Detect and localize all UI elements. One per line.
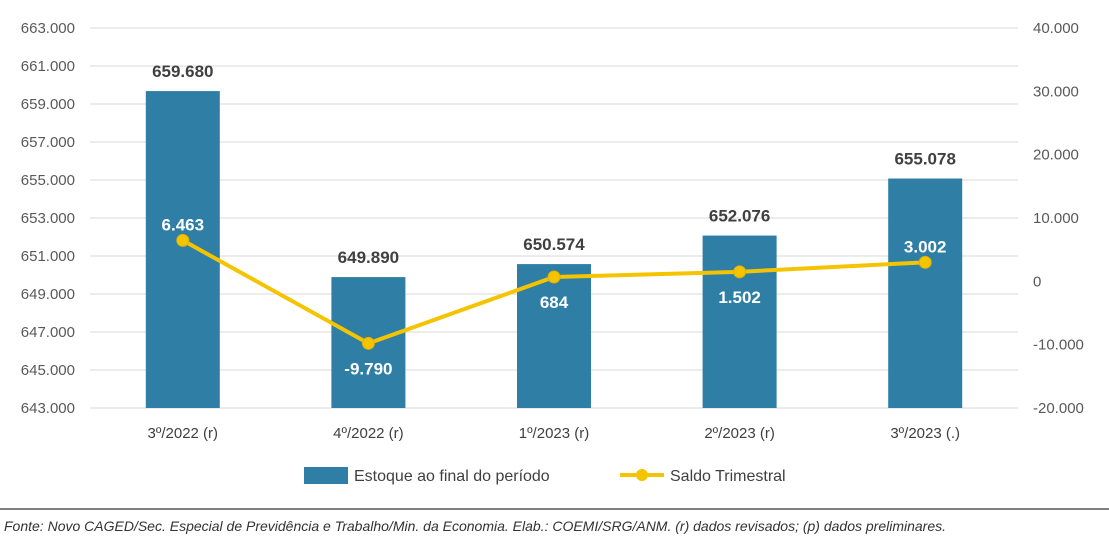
bar-data-label: 652.076: [709, 207, 770, 226]
right-tick-label: 30.000: [1033, 83, 1079, 100]
category-label: 4º/2022 (r): [333, 425, 404, 442]
source-note: Fonte: Novo CAGED/Sec. Especial de Previ…: [4, 518, 947, 534]
left-tick-label: 655.000: [21, 172, 75, 189]
bar: [702, 235, 777, 408]
right-tick-label: -20.000: [1033, 400, 1084, 417]
line-data-label: -9.790: [344, 359, 392, 378]
line-data-label: 1.502: [718, 288, 761, 307]
line-series: [176, 233, 932, 350]
right-tick-label: 40.000: [1033, 20, 1079, 37]
left-tick-label: 651.000: [21, 248, 75, 265]
category-label: 3º/2023 (.): [890, 425, 960, 442]
left-tick-label: 643.000: [21, 400, 75, 417]
right-tick-label: -10.000: [1033, 337, 1084, 354]
gridlines: [90, 27, 1018, 409]
category-label: 3º/2022 (r): [148, 425, 219, 442]
legend-swatch-marker: [636, 469, 648, 481]
source-divider: [0, 508, 1109, 510]
bar: [145, 91, 220, 408]
right-tick-label: 10.000: [1033, 210, 1079, 227]
left-tick-label: 647.000: [21, 324, 75, 341]
legend-swatch-bar: [304, 467, 348, 484]
bar: [517, 264, 591, 408]
left-tick-label: 649.000: [21, 286, 75, 303]
category-label: 1º/2023 (r): [519, 425, 590, 442]
right-tick-label: 20.000: [1033, 147, 1079, 164]
left-tick-label: 663.000: [21, 20, 75, 37]
left-tick-label: 657.000: [21, 134, 75, 151]
right-tick-label: 0: [1033, 273, 1041, 290]
bar-data-label: 649.890: [338, 248, 399, 267]
line-point: [176, 233, 190, 247]
left-tick-label: 645.000: [21, 362, 75, 379]
bar-data-label: 650.574: [523, 235, 585, 254]
left-tick-label: 653.000: [21, 210, 75, 227]
category-label: 2º/2023 (r): [704, 425, 775, 442]
line-data-label: 6.463: [162, 215, 205, 234]
bar-data-label: 655.078: [894, 150, 955, 169]
left-tick-label: 661.000: [21, 58, 75, 75]
line-data-label: 684: [540, 293, 569, 312]
legend-label-bar: Estoque ao final do período: [354, 468, 550, 485]
legend: Estoque ao final do período Saldo Trimest…: [304, 467, 786, 485]
line-point: [361, 336, 375, 350]
legend-label-line: Saldo Trimestral: [670, 468, 786, 485]
axis-ticks: 643.000 645.000 647.000 649.000 651.000 653.0…: [21, 20, 1084, 442]
bar-series: [145, 91, 963, 408]
combo-chart: 643.000 645.000 647.000 649.000 651.000 653.0…: [21, 20, 1084, 485]
line-data-label: 3.002: [904, 237, 947, 256]
line-point: [547, 270, 561, 284]
left-tick-label: 659.000: [21, 96, 75, 113]
bar-data-label: 659.680: [152, 62, 213, 81]
data-labels: 659.680 649.890 650.574 652.076 655.078 6.463…: [152, 62, 956, 378]
bar: [888, 178, 963, 408]
line-point: [918, 255, 932, 269]
line-point: [733, 265, 747, 279]
